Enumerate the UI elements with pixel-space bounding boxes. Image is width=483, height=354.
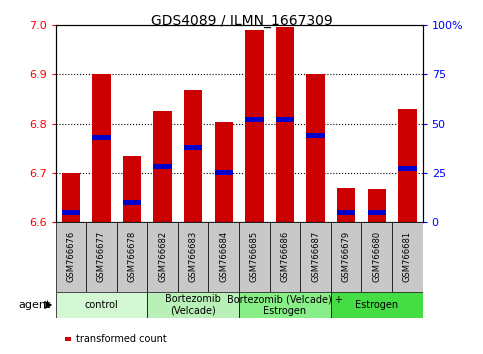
Text: GSM766678: GSM766678 (128, 230, 137, 282)
Bar (306, 74, 325, 222)
Bar (276, 117, 294, 122)
Text: control: control (85, 300, 118, 310)
Text: transformed count: transformed count (76, 334, 167, 344)
Bar (239, 292, 331, 318)
Text: GSM766686: GSM766686 (281, 230, 289, 282)
Bar (123, 200, 141, 205)
Bar (86, 222, 117, 292)
Bar (276, 28, 294, 222)
Text: GDS4089 / ILMN_1667309: GDS4089 / ILMN_1667309 (151, 14, 332, 28)
Bar (245, 30, 264, 222)
Text: Bortezomib (Velcade) +
Estrogen: Bortezomib (Velcade) + Estrogen (227, 294, 343, 316)
Bar (56, 222, 86, 292)
Text: GSM766677: GSM766677 (97, 230, 106, 282)
Text: agent: agent (18, 300, 51, 310)
Bar (300, 222, 331, 292)
Text: GSM766682: GSM766682 (158, 230, 167, 281)
Bar (368, 210, 386, 215)
Text: GSM766680: GSM766680 (372, 230, 381, 281)
Text: GSM766685: GSM766685 (250, 230, 259, 281)
Bar (245, 117, 264, 122)
Bar (392, 222, 423, 292)
Bar (398, 166, 416, 171)
Bar (209, 222, 239, 292)
Bar (184, 145, 202, 150)
Bar (398, 109, 416, 222)
Bar (178, 222, 209, 292)
Bar (239, 222, 270, 292)
Bar (56, 292, 147, 318)
Bar (214, 170, 233, 175)
Text: Estrogen: Estrogen (355, 300, 398, 310)
Bar (184, 90, 202, 222)
Bar (154, 111, 172, 222)
Bar (368, 189, 386, 222)
Bar (270, 222, 300, 292)
Bar (147, 292, 239, 318)
Bar (92, 135, 111, 140)
Bar (337, 188, 355, 222)
Text: GSM766679: GSM766679 (341, 230, 351, 281)
Bar (306, 133, 325, 138)
Bar (147, 222, 178, 292)
Bar (214, 122, 233, 222)
Bar (62, 210, 80, 215)
Bar (331, 222, 361, 292)
Bar (361, 222, 392, 292)
Bar (123, 155, 141, 222)
Text: GSM766684: GSM766684 (219, 230, 228, 281)
Text: GSM766676: GSM766676 (66, 230, 75, 282)
Text: GSM766687: GSM766687 (311, 230, 320, 282)
Bar (117, 222, 147, 292)
Text: GSM766683: GSM766683 (189, 230, 198, 282)
Text: Bortezomib
(Velcade): Bortezomib (Velcade) (165, 294, 221, 316)
Text: GSM766681: GSM766681 (403, 230, 412, 281)
Bar (337, 210, 355, 215)
Bar (62, 173, 80, 222)
Bar (154, 164, 172, 169)
Bar (92, 74, 111, 222)
Bar (331, 292, 423, 318)
